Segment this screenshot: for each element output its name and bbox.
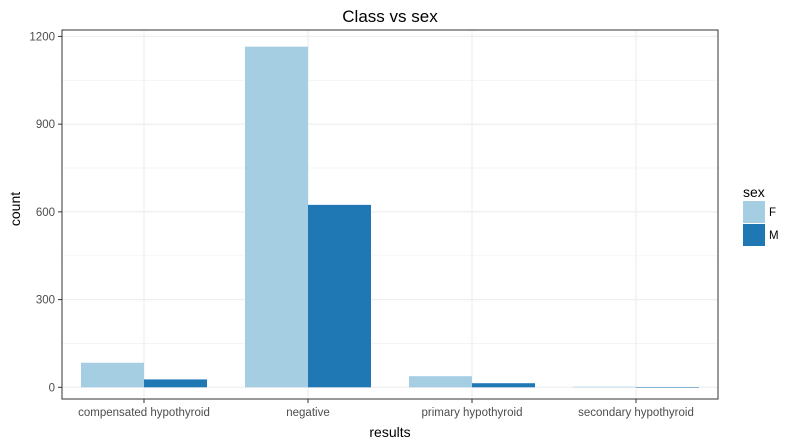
legend-key-M: [743, 224, 765, 246]
legend: sex FM: [743, 184, 779, 246]
bar-F-2: [409, 376, 472, 388]
legend-key-F: [743, 201, 765, 223]
y-tick-label: 300: [36, 295, 55, 307]
legend-label-F: F: [769, 207, 776, 219]
bar-M-2: [472, 383, 535, 388]
y-tick-label: 900: [36, 119, 55, 131]
y-axis-title: count: [7, 192, 23, 226]
y-tick-label: 0: [49, 382, 55, 394]
bar-M-3: [636, 387, 699, 388]
plot-panel-border: [61, 29, 719, 400]
x-tick-label: secondary hypothyroid: [578, 407, 694, 419]
x-tick-label: primary hypothyroid: [422, 407, 523, 419]
gridlines: [62, 30, 718, 399]
bar-M-0: [144, 379, 207, 388]
x-tick-label: compensated hypothyroid: [78, 407, 210, 419]
bars: [81, 46, 699, 388]
legend-title: sex: [743, 184, 765, 200]
chart-title: Class vs sex: [342, 7, 438, 26]
y-tick-label: 1200: [29, 31, 55, 43]
bar-F-3: [573, 386, 636, 388]
bar-M-1: [308, 204, 371, 388]
y-axis-ticks: 0 300 600 900 1200: [29, 31, 62, 394]
y-tick-label: 600: [36, 207, 55, 219]
bar-F-0: [81, 362, 144, 388]
legend-label-M: M: [769, 230, 779, 242]
x-axis-ticks: compensated hypothyroid negative primary h…: [78, 399, 694, 419]
x-tick-label: negative: [286, 407, 329, 419]
x-axis-title: results: [369, 424, 410, 440]
bar-F-1: [245, 46, 308, 388]
